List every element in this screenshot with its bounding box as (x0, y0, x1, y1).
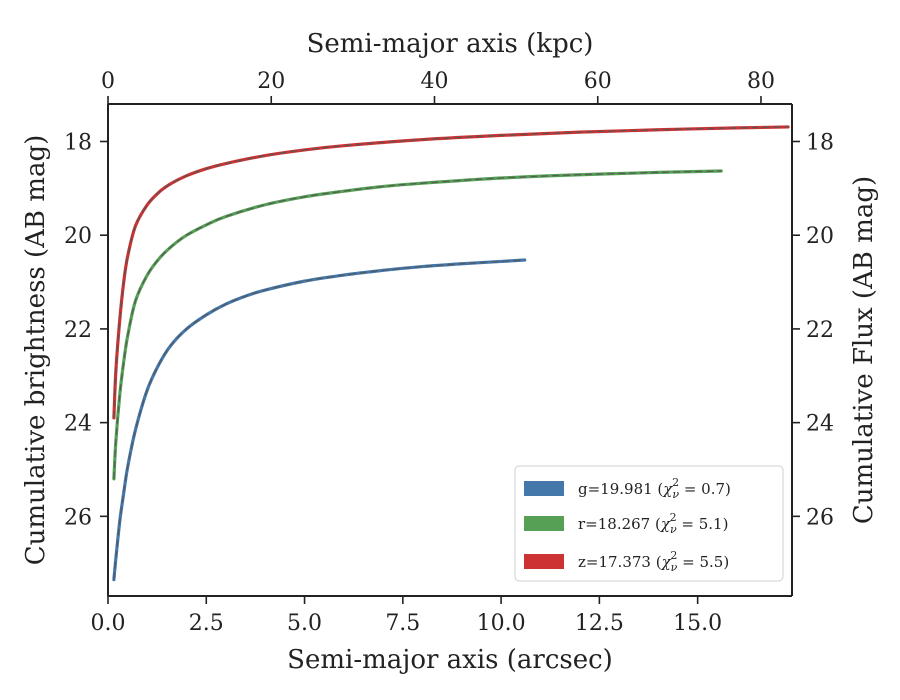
right-axis-title: Cumulative Flux (AB mag) (849, 176, 879, 524)
x2-tick-label: 20 (257, 69, 285, 94)
series-model-g (113, 259, 525, 580)
series-model-r (113, 170, 722, 479)
legend-frame (514, 465, 784, 582)
y-tick-label: 22 (64, 318, 92, 343)
x2-tick-label: 40 (420, 69, 448, 94)
series-line-g (112, 258, 527, 582)
x-tick-label: 12.5 (575, 611, 624, 636)
legend-swatch-r (524, 516, 564, 531)
y2-tick-label: 18 (806, 130, 834, 155)
legend-swatch-z (524, 554, 564, 569)
x-tick-label: 0.0 (91, 611, 126, 636)
y2-tick-label: 22 (806, 318, 834, 343)
legend-label-z: z=17.373 (χν2 = 5.5) (578, 549, 729, 574)
top-axis-title: Semi-major axis (kpc) (307, 29, 594, 59)
legend-label-r: r=18.267 (χν2 = 5.1) (578, 511, 728, 536)
x2-tick-label: 0 (101, 69, 115, 94)
x-tick-label: 7.5 (385, 611, 420, 636)
series-model-z (113, 126, 789, 418)
legend-swatch-g (524, 481, 564, 496)
legend: g=19.981 (χν2 = 0.7) r=18.267 (χν2 = 5.1… (514, 465, 784, 582)
x2-tick-label: 80 (747, 69, 775, 94)
legend-label-g: g=19.981 (χν2 = 0.7) (578, 476, 731, 501)
y-tick-label: 26 (64, 505, 92, 530)
ticks-layer: 0.0 2.5 5.0 7.5 10.0 12.5 15.0 0 20 40 60 80 18 18 20 2… (64, 69, 834, 636)
y2-tick-label: 20 (806, 224, 834, 249)
y-tick-label: 18 (64, 130, 92, 155)
series-layer (112, 125, 790, 582)
x-tick-label: 10.0 (477, 611, 526, 636)
x-tick-label: 2.5 (189, 611, 224, 636)
x2-tick-label: 60 (584, 69, 612, 94)
series-line-r (112, 169, 723, 481)
x-tick-label: 15.0 (673, 611, 722, 636)
bottom-axis-title: Semi-major axis (arcsec) (287, 645, 613, 675)
left-axis-title: Cumulative brightness (AB mag) (21, 135, 51, 566)
y-tick-label: 24 (64, 412, 92, 437)
y2-tick-label: 24 (806, 412, 834, 437)
x-tick-label: 5.0 (287, 611, 322, 636)
y-tick-label: 20 (64, 224, 92, 249)
y2-tick-label: 26 (806, 505, 834, 530)
